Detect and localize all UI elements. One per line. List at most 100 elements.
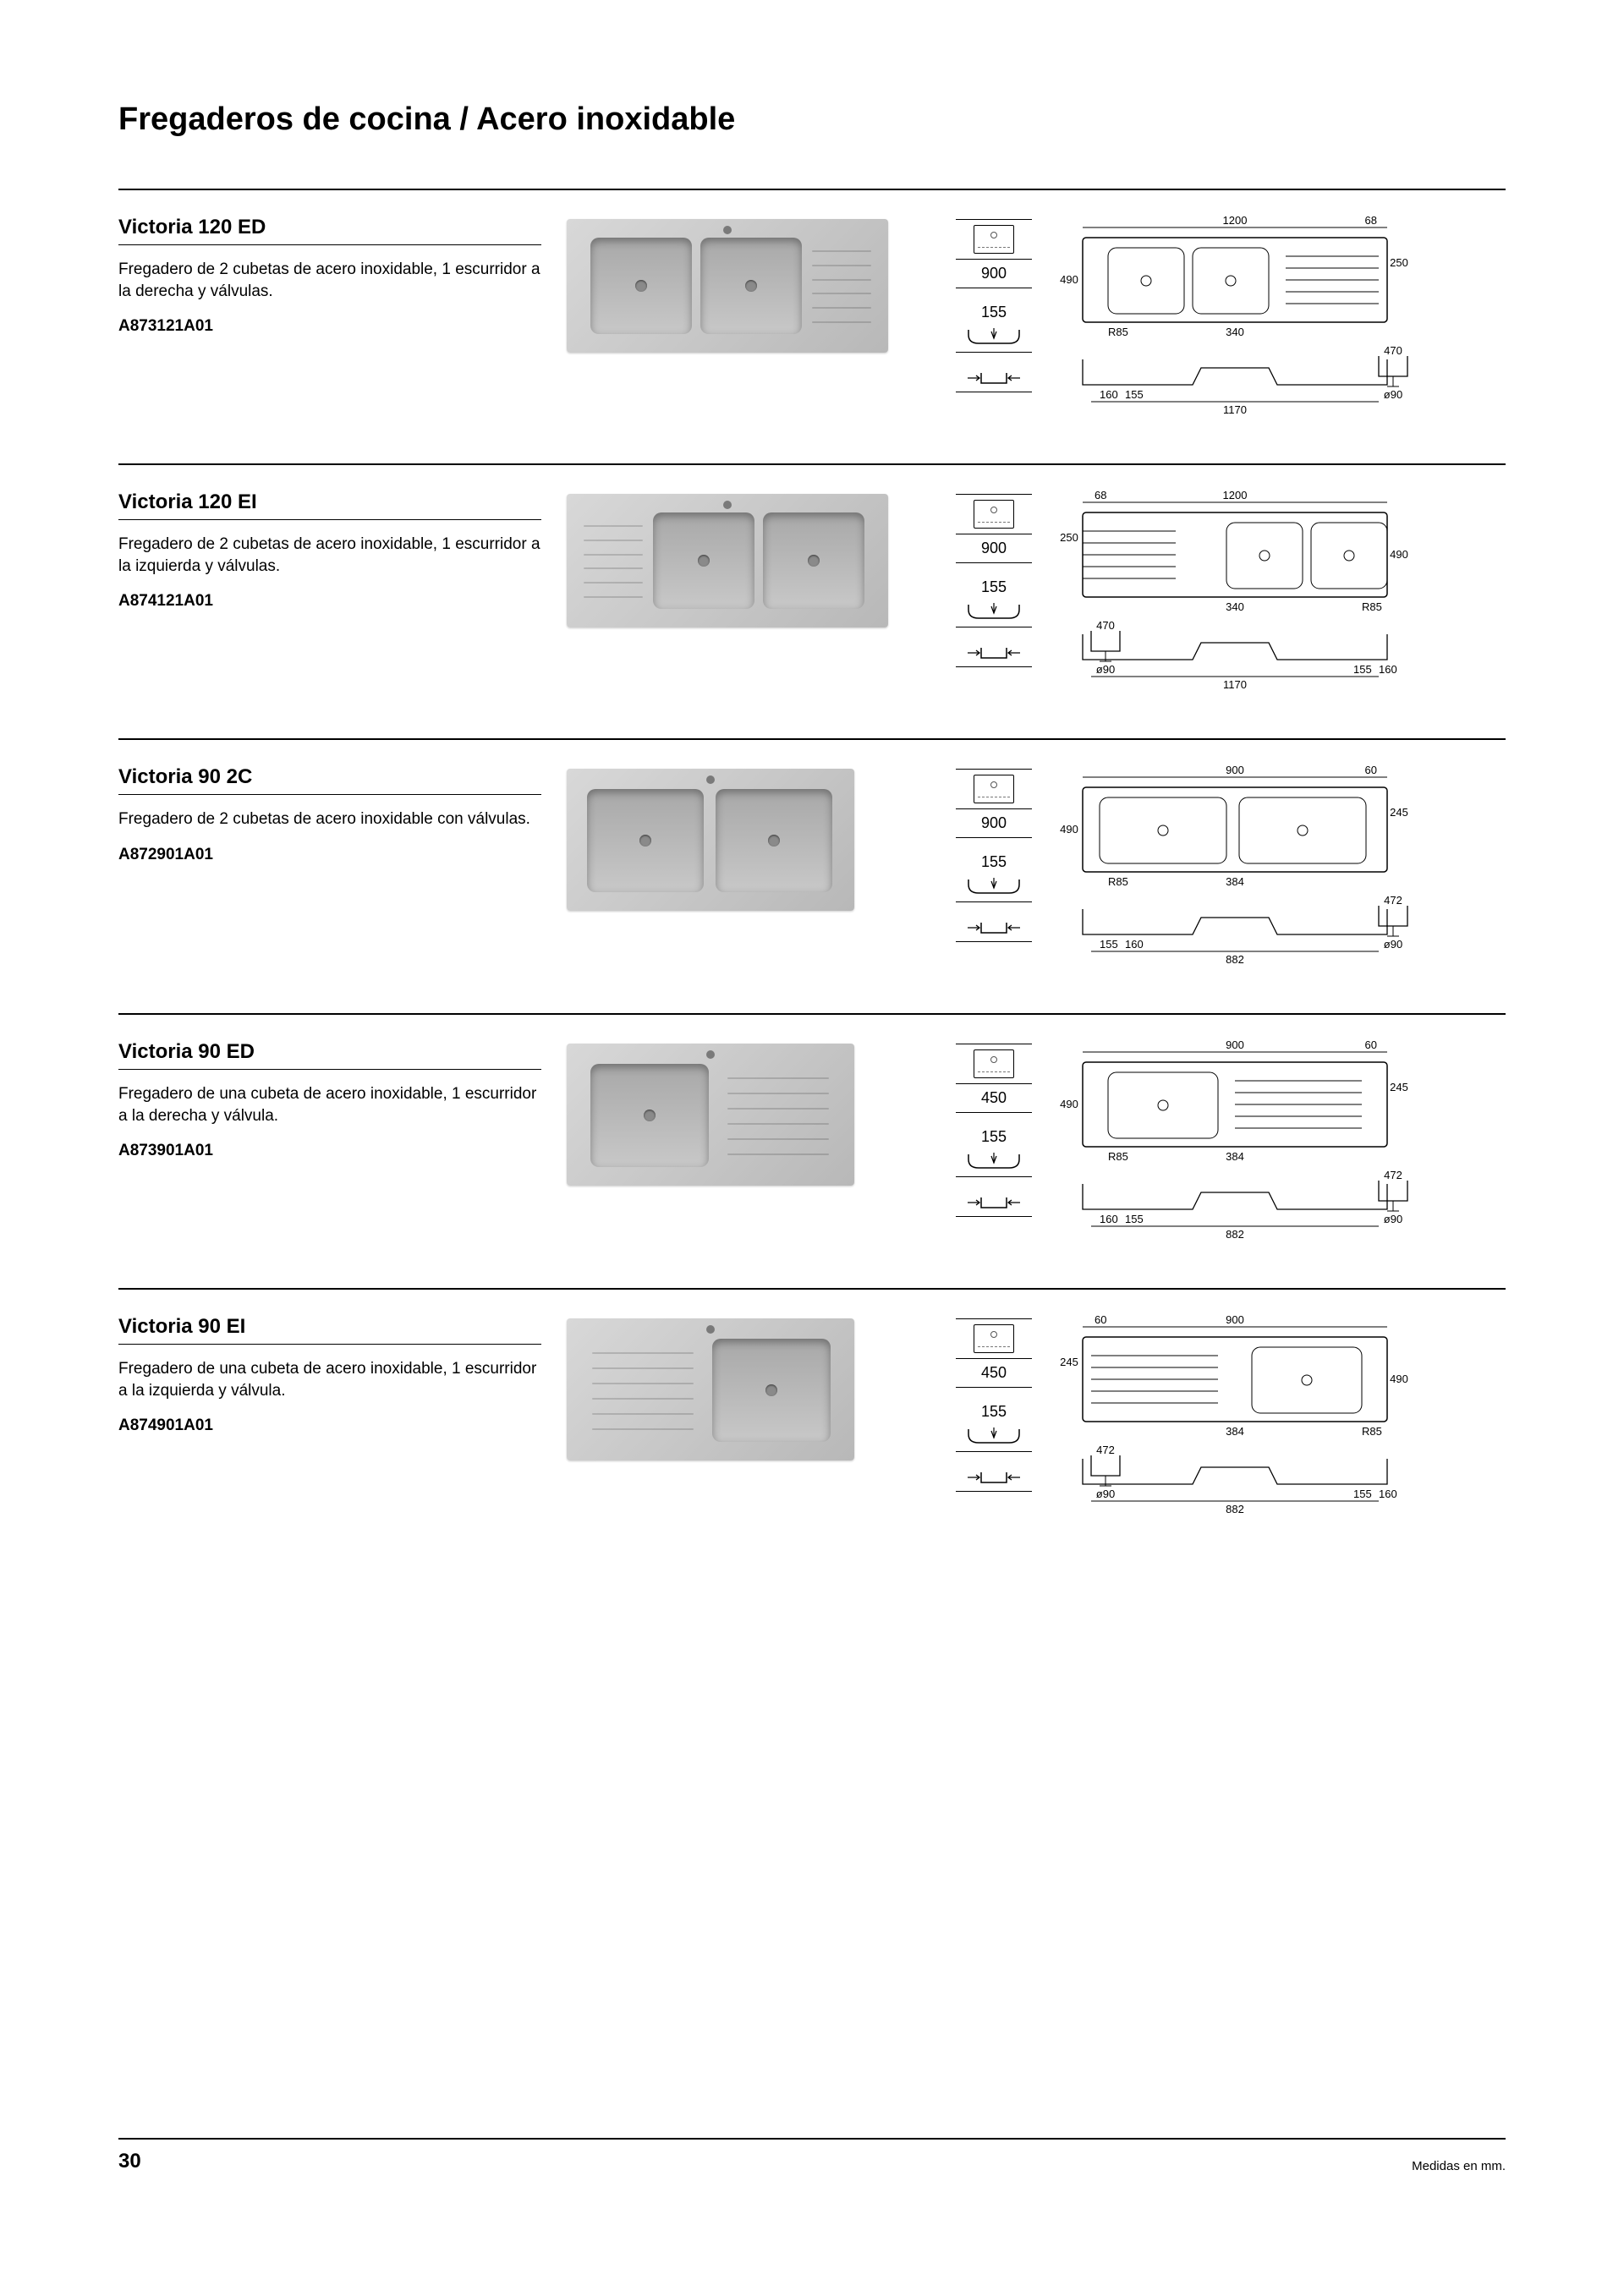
product-photo bbox=[567, 494, 888, 627]
inset-icon bbox=[967, 1151, 1021, 1171]
svg-text:R85: R85 bbox=[1108, 1150, 1128, 1163]
svg-text:160: 160 bbox=[1100, 388, 1118, 401]
spec-column: 900 155 bbox=[930, 765, 1057, 942]
svg-text:882: 882 bbox=[1226, 1503, 1244, 1515]
technical-drawing: 900 60 245 490 404 R85 384 882 160 155 ø… bbox=[1057, 1040, 1497, 1246]
clip-icon bbox=[964, 368, 1023, 386]
svg-text:1200: 1200 bbox=[1223, 216, 1248, 227]
product-name: Victoria 90 2C bbox=[118, 765, 541, 795]
svg-text:490: 490 bbox=[1390, 548, 1408, 561]
product-photo bbox=[567, 1318, 854, 1460]
spec-column: 900 155 bbox=[930, 216, 1057, 392]
svg-text:384: 384 bbox=[1226, 1425, 1244, 1438]
product-row: Victoria 90 ED Fregadero de una cubeta d… bbox=[118, 1013, 1506, 1288]
product-description: Fregadero de 2 cubetas de acero inoxidab… bbox=[118, 259, 541, 302]
svg-text:472: 472 bbox=[1384, 894, 1402, 907]
product-name: Victoria 90 ED bbox=[118, 1040, 541, 1070]
svg-text:160: 160 bbox=[1379, 1488, 1397, 1500]
cabinet-icon bbox=[974, 775, 1014, 803]
svg-text:68: 68 bbox=[1365, 216, 1377, 227]
bowl-depth: 155 bbox=[981, 1128, 1007, 1146]
svg-text:340: 340 bbox=[1226, 600, 1244, 613]
svg-text:900: 900 bbox=[1226, 1040, 1244, 1051]
svg-text:1170: 1170 bbox=[1223, 403, 1247, 416]
svg-text:60: 60 bbox=[1365, 765, 1377, 776]
svg-text:160: 160 bbox=[1125, 938, 1144, 951]
svg-text:155: 155 bbox=[1100, 938, 1118, 951]
svg-text:245: 245 bbox=[1390, 806, 1408, 819]
svg-text:ø90: ø90 bbox=[1384, 1213, 1402, 1225]
product-code: A874121A01 bbox=[118, 592, 541, 611]
svg-text:R85: R85 bbox=[1362, 1425, 1382, 1438]
svg-text:R85: R85 bbox=[1108, 875, 1128, 888]
inset-icon bbox=[967, 1426, 1021, 1446]
svg-text:ø90: ø90 bbox=[1384, 938, 1402, 951]
technical-drawing: 1200 68 250 490 400 R85 340 1170 155 160… bbox=[1057, 490, 1497, 696]
product-description: Fregadero de una cubeta de acero inoxida… bbox=[118, 1358, 541, 1401]
cabinet-icon bbox=[974, 1049, 1014, 1078]
product-description: Fregadero de una cubeta de acero inoxida… bbox=[118, 1083, 541, 1126]
cabinet-icon bbox=[974, 500, 1014, 529]
product-description: Fregadero de 2 cubetas de acero inoxidab… bbox=[118, 808, 541, 830]
inset-icon bbox=[967, 876, 1021, 896]
product-photo bbox=[567, 1044, 854, 1186]
svg-text:60: 60 bbox=[1365, 1040, 1377, 1051]
product-code: A873901A01 bbox=[118, 1142, 541, 1160]
clip-icon bbox=[964, 918, 1023, 936]
cabinet-size: 450 bbox=[981, 1089, 1007, 1107]
cabinet-icon bbox=[974, 1324, 1014, 1353]
product-code: A872901A01 bbox=[118, 846, 541, 864]
cabinet-size: 900 bbox=[981, 814, 1007, 832]
svg-text:160: 160 bbox=[1100, 1213, 1118, 1225]
product-name: Victoria 90 EI bbox=[118, 1315, 541, 1345]
cabinet-icon bbox=[974, 225, 1014, 254]
bowl-depth: 155 bbox=[981, 853, 1007, 871]
svg-text:ø90: ø90 bbox=[1096, 1488, 1115, 1500]
svg-text:245: 245 bbox=[1060, 1356, 1078, 1368]
bowl-depth: 155 bbox=[981, 304, 1007, 321]
svg-text:1170: 1170 bbox=[1223, 678, 1247, 691]
svg-text:490: 490 bbox=[1060, 1098, 1078, 1110]
clip-icon bbox=[964, 1192, 1023, 1211]
svg-text:900: 900 bbox=[1226, 765, 1244, 776]
svg-text:155: 155 bbox=[1125, 388, 1144, 401]
product-photo bbox=[567, 219, 888, 353]
svg-text:155: 155 bbox=[1353, 663, 1372, 676]
product-row: Victoria 120 ED Fregadero de 2 cubetas d… bbox=[118, 189, 1506, 463]
svg-text:490: 490 bbox=[1060, 823, 1078, 836]
cabinet-size: 900 bbox=[981, 265, 1007, 282]
page-title: Fregaderos de cocina / Acero inoxidable bbox=[118, 101, 1506, 138]
cabinet-size: 450 bbox=[981, 1364, 1007, 1382]
product-name: Victoria 120 EI bbox=[118, 490, 541, 520]
svg-text:R85: R85 bbox=[1362, 600, 1382, 613]
svg-text:384: 384 bbox=[1226, 875, 1244, 888]
svg-text:160: 160 bbox=[1379, 663, 1397, 676]
svg-text:470: 470 bbox=[1384, 344, 1402, 357]
product-name: Victoria 120 ED bbox=[118, 216, 541, 245]
spec-column: 450 155 bbox=[930, 1315, 1057, 1492]
product-photo bbox=[567, 769, 854, 911]
svg-text:155: 155 bbox=[1125, 1213, 1144, 1225]
svg-text:250: 250 bbox=[1390, 256, 1408, 269]
product-row: Victoria 90 EI Fregadero de una cubeta d… bbox=[118, 1288, 1506, 1563]
svg-text:472: 472 bbox=[1384, 1169, 1402, 1181]
clip-icon bbox=[964, 1467, 1023, 1486]
svg-text:490: 490 bbox=[1060, 273, 1078, 286]
svg-text:384: 384 bbox=[1226, 1150, 1244, 1163]
technical-drawing: 900 60 245 490 404 R85 384 882 155 160 ø… bbox=[1057, 1315, 1497, 1521]
technical-drawing: 900 60 245 490 404 R85 384 882 155 160 ø… bbox=[1057, 765, 1497, 971]
product-description: Fregadero de 2 cubetas de acero inoxidab… bbox=[118, 534, 541, 577]
spec-column: 450 155 bbox=[930, 1040, 1057, 1217]
inset-icon bbox=[967, 326, 1021, 347]
svg-text:472: 472 bbox=[1096, 1444, 1115, 1456]
svg-text:R85: R85 bbox=[1108, 326, 1128, 338]
product-row: Victoria 120 EI Fregadero de 2 cubetas d… bbox=[118, 463, 1506, 738]
svg-text:470: 470 bbox=[1096, 619, 1115, 632]
cabinet-size: 900 bbox=[981, 540, 1007, 557]
svg-text:245: 245 bbox=[1390, 1081, 1408, 1093]
bowl-depth: 155 bbox=[981, 1403, 1007, 1421]
units-note: Medidas en mm. bbox=[1412, 2159, 1506, 2173]
clip-icon bbox=[964, 643, 1023, 661]
svg-text:882: 882 bbox=[1226, 953, 1244, 966]
product-code: A873121A01 bbox=[118, 317, 541, 336]
